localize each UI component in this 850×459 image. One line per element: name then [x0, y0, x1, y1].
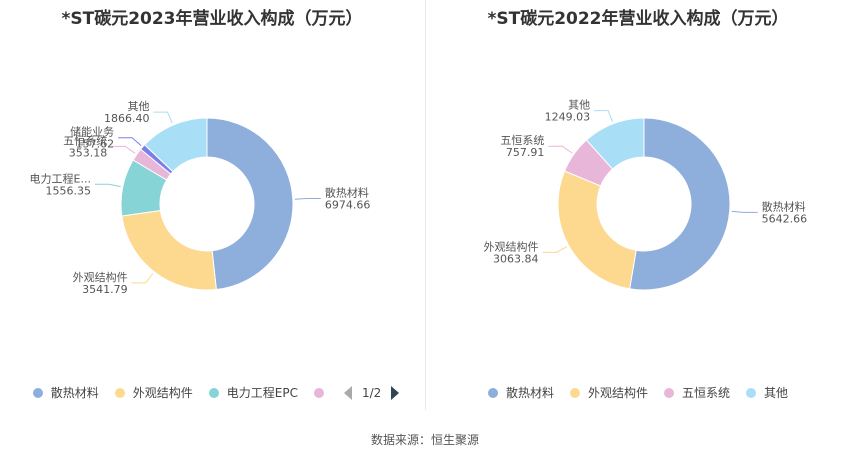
donut-slice[interactable]: [585, 117, 645, 170]
slice-value-label: 757.91: [506, 146, 545, 159]
legend-label: 电力工程EPC: [226, 386, 298, 400]
donut-slice[interactable]: [629, 117, 731, 291]
legend-item-sanre[interactable]: 散热材料: [487, 384, 554, 401]
legend-marker: [313, 387, 324, 398]
slice-value-label: 1249.03: [545, 111, 591, 124]
leader-line: [731, 210, 758, 213]
slice-value-label: 3063.84: [493, 252, 539, 265]
leader-line: [118, 137, 142, 147]
slice-value-label: 1556.35: [45, 184, 91, 197]
legend-label: 其他: [764, 386, 789, 400]
slice-value-label: 157.62: [76, 138, 115, 151]
legend-label: 散热材料: [505, 386, 554, 400]
donut-slice[interactable]: [206, 117, 294, 291]
pager-prev-icon[interactable]: [343, 385, 352, 400]
leader-line: [594, 110, 613, 123]
leader-line: [111, 145, 136, 154]
leader-line: [153, 111, 173, 124]
slice-name-label: 外观结构件: [483, 239, 538, 253]
leader-line: [94, 183, 121, 188]
data-source-note: 数据来源：恒生聚源: [370, 433, 479, 447]
slice-value-label: 6974.66: [325, 199, 371, 212]
legend-item-waiguan[interactable]: 外观结构件: [569, 384, 648, 401]
slice-name-label: 五恒系统: [500, 134, 544, 147]
chart-title: *ST碳元2022年营业收入构成（万元）: [487, 9, 789, 29]
donut-slice[interactable]: [121, 209, 217, 291]
slice-value-label: 353.18: [69, 146, 108, 159]
legend-item-partial[interactable]: [313, 387, 332, 398]
legend-marker: [664, 387, 674, 398]
legend-marker: [487, 387, 498, 398]
slice-name-label: 散热材料: [325, 186, 369, 200]
slice-value-label: 1866.40: [104, 112, 150, 125]
donut-slice[interactable]: [143, 117, 208, 173]
pager-next-icon[interactable]: [391, 385, 400, 400]
legend-marker: [32, 387, 43, 398]
legend-pager: 1/2: [343, 385, 400, 400]
leader-line: [294, 198, 321, 200]
chart-title: *ST碳元2023年营业收入构成（万元）: [61, 9, 363, 29]
legend-item-waiguan[interactable]: 外观结构件: [114, 384, 193, 401]
slice-name-label: 其他: [128, 100, 150, 113]
panel-divider: [425, 0, 426, 410]
slice-name-label: 散热材料: [762, 199, 806, 213]
legend: 散热材料 外观结构件 五恒系统 其他: [426, 384, 850, 401]
legend-marker: [746, 387, 757, 398]
slice-name-label: 五恒系统: [63, 134, 107, 147]
leader-line: [548, 145, 573, 154]
legend-label: 散热材料: [50, 386, 99, 400]
slice-name-label: 电力工程E...: [30, 172, 91, 185]
legend-item-sanre[interactable]: 散热材料: [32, 384, 99, 401]
legend-item-wuheng[interactable]: 五恒系统: [664, 384, 730, 401]
slice-name-label: 外观结构件: [73, 270, 128, 284]
donut-slice[interactable]: [557, 170, 637, 290]
legend-marker: [208, 387, 219, 398]
slice-name-label: 其他: [568, 99, 590, 112]
leader-line: [542, 246, 568, 253]
legend-marker: [569, 387, 580, 398]
legend-item-other[interactable]: 其他: [746, 384, 788, 401]
leader-line: [131, 273, 154, 284]
slice-value-label: 3541.79: [82, 283, 128, 296]
legend-label: 外观结构件: [587, 386, 648, 400]
legend: 散热材料 外观结构件 电力工程EPC 1/2: [0, 384, 424, 401]
slice-value-label: 5642.66: [762, 212, 808, 225]
chart-panel-2022: *ST碳元2022年营业收入构成（万元） 散热材料 5642.66 外观结构件 306…: [426, 0, 850, 410]
legend-label: 五恒系统: [682, 386, 731, 400]
pager-text: 1/2: [361, 385, 382, 400]
legend-marker: [114, 387, 125, 398]
chart-panel-2023: *ST碳元2023年营业收入构成（万元） 散热材料 6974.66 外观结构件 354…: [0, 0, 424, 410]
legend-item-epc[interactable]: 电力工程EPC: [208, 384, 298, 401]
slice-name-label: 储能业务: [70, 125, 114, 139]
legend-label: 外观结构件: [132, 386, 193, 400]
